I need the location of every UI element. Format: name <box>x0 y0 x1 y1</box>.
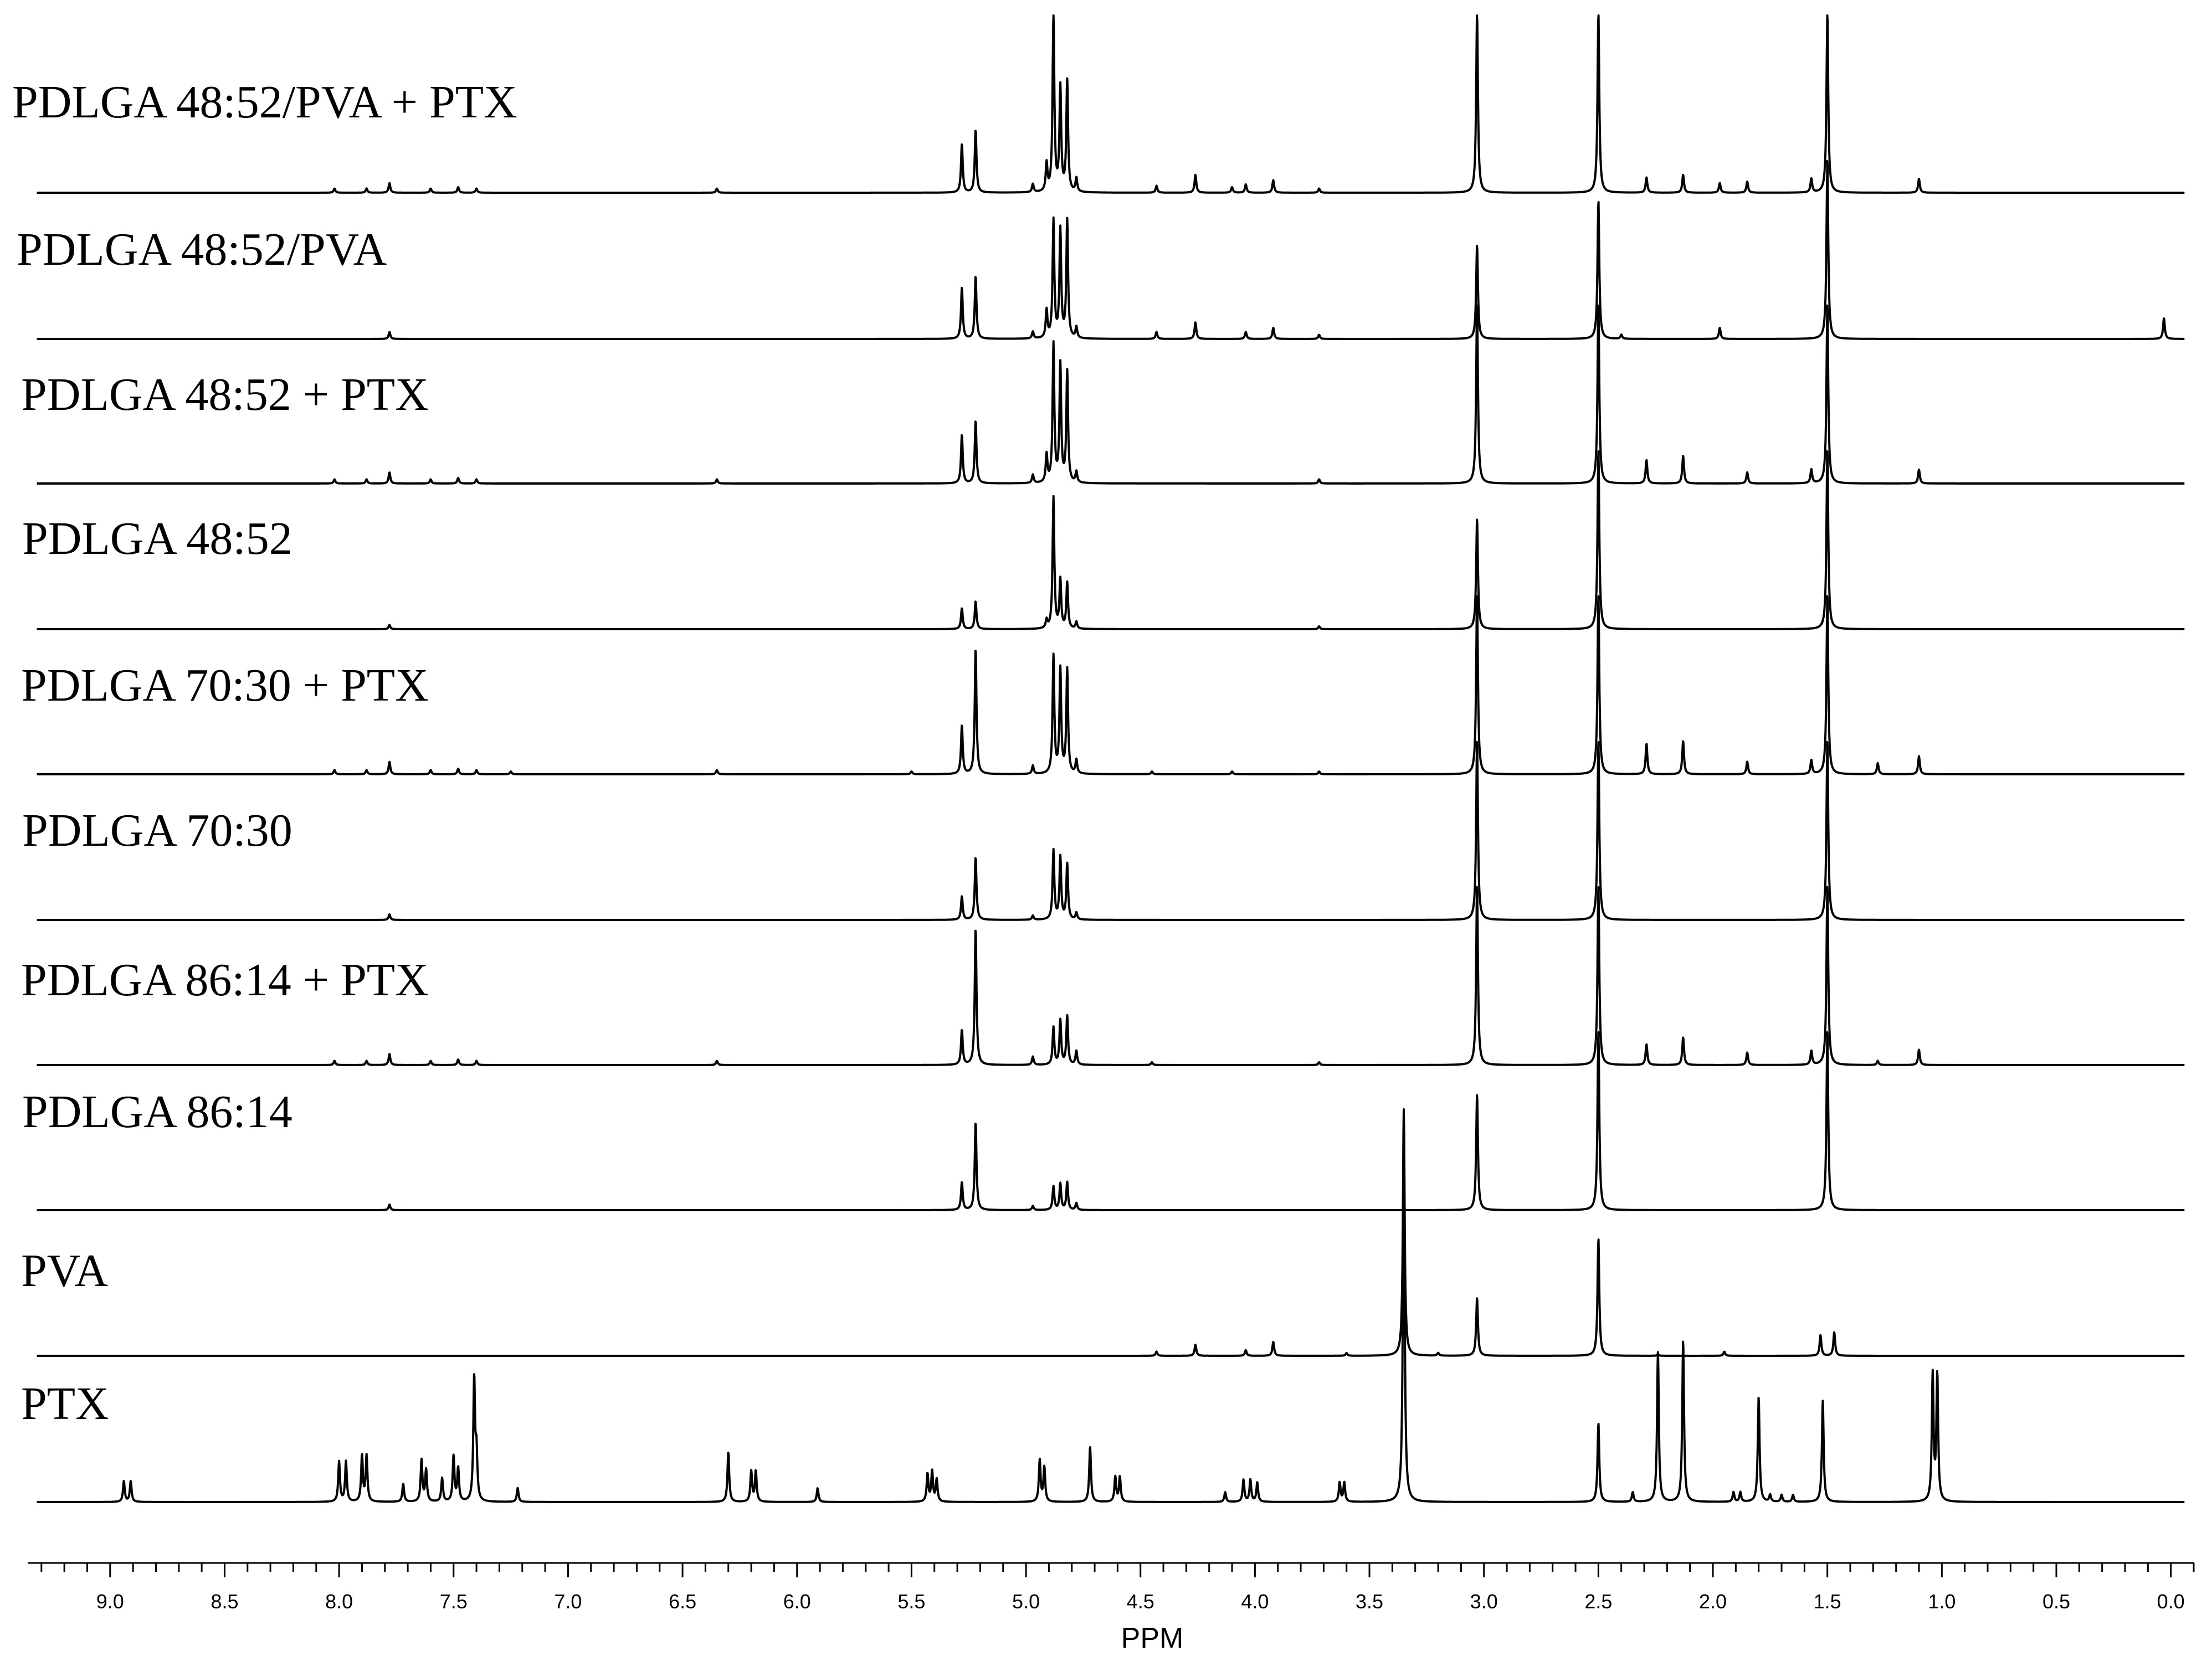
trace-label-10: PTX <box>21 1378 109 1429</box>
trace-label-8: PDLGA 86:14 <box>22 1086 292 1138</box>
x-axis-ticks <box>40 1563 2195 1577</box>
x-tick-label: 3.0 <box>1470 1590 1498 1613</box>
spectrum-trace-1 <box>36 14 2185 194</box>
spectrum-trace-4 <box>36 450 2185 630</box>
x-tick-label: 1.0 <box>1928 1590 1956 1613</box>
spectrum-trace-2 <box>36 160 2185 340</box>
trace-label-7: PDLGA 86:14 + PTX <box>21 954 429 1006</box>
x-tick-label: 9.0 <box>96 1590 124 1613</box>
x-tick-label: 5.0 <box>1012 1590 1040 1613</box>
x-axis-title: PPM <box>1121 1622 1184 1654</box>
spectra-traces <box>36 14 2185 1503</box>
spectrum-trace-5 <box>36 595 2185 775</box>
trace-label-1: PDLGA 48:52/PVA + PTX <box>12 76 517 128</box>
x-tick-label: 4.5 <box>1127 1590 1154 1613</box>
x-tick-label: 2.0 <box>1699 1590 1727 1613</box>
x-tick-label: 6.5 <box>669 1590 696 1613</box>
trace-label-9: PVA <box>21 1245 109 1297</box>
spectrum-trace-3 <box>36 304 2185 485</box>
x-tick-label: 0.0 <box>2157 1590 2185 1613</box>
trace-label-6: PDLGA 70:30 <box>22 805 292 856</box>
x-tick-label: 5.5 <box>897 1590 925 1613</box>
x-tick-label: 3.5 <box>1356 1590 1383 1613</box>
x-tick-label: 8.0 <box>325 1590 353 1613</box>
spectrum-trace-6 <box>36 740 2185 921</box>
x-tick-label: 7.5 <box>440 1590 468 1613</box>
x-tick-label: 6.0 <box>783 1590 811 1613</box>
x-tick-label: 0.5 <box>2042 1590 2070 1613</box>
trace-label-3: PDLGA 48:52 + PTX <box>21 369 429 420</box>
x-tick-label: 2.5 <box>1584 1590 1612 1613</box>
spectrum-trace-8 <box>36 1031 2185 1211</box>
x-tick-label: 1.5 <box>1814 1590 1841 1613</box>
x-tick-label: 4.0 <box>1241 1590 1269 1613</box>
spectrum-trace-10 <box>36 1127 2185 1503</box>
x-tick-label: 8.5 <box>211 1590 238 1613</box>
trace-labels: PDLGA 48:52/PVA + PTX PDLGA 48:52/PVA PDLG… <box>12 76 517 1429</box>
trace-label-5: PDLGA 70:30 + PTX <box>21 660 429 711</box>
x-axis: 9.0 8.5 8.0 7.5 7.0 6.5 6.0 5.5 5.0 4.5 4.0 3.5 3.0 2… <box>28 1562 2195 1654</box>
spectrum-trace-9 <box>36 1108 2185 1357</box>
trace-label-4: PDLGA 48:52 <box>22 513 292 564</box>
trace-label-2: PDLGA 48:52/PVA <box>17 224 387 275</box>
x-axis-tick-labels: 9.0 8.5 8.0 7.5 7.0 6.5 6.0 5.5 5.0 4.5 4.0 3.5 3.0 2… <box>96 1590 2185 1613</box>
x-tick-label: 7.0 <box>554 1590 582 1613</box>
spectrum-trace-7 <box>36 886 2185 1066</box>
